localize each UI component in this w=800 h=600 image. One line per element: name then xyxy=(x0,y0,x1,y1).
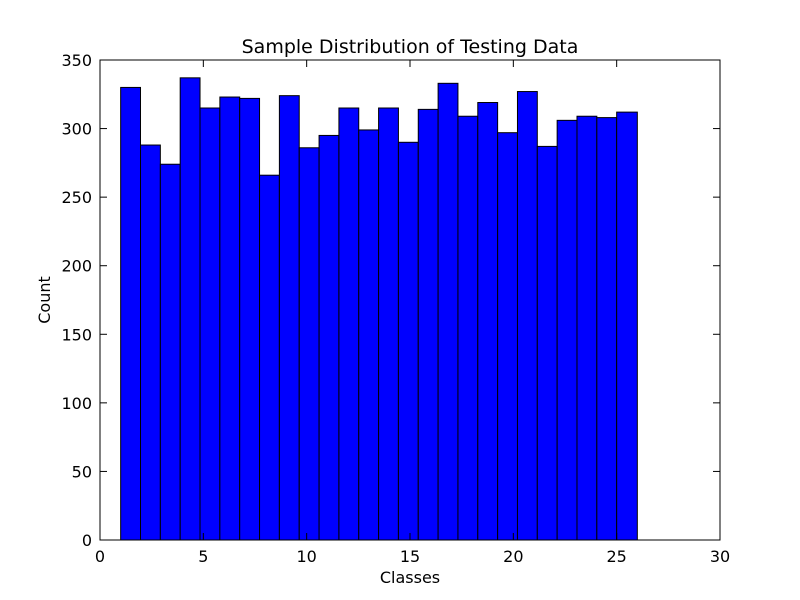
histogram-bar xyxy=(120,86,142,541)
histogram-bar xyxy=(397,141,419,541)
histogram-bar xyxy=(219,96,241,541)
histogram-bar xyxy=(576,115,598,541)
x-tick-label: 0 xyxy=(95,547,105,566)
histogram-bar xyxy=(298,147,320,541)
histogram-bar xyxy=(457,115,479,541)
ticks-layer xyxy=(99,59,721,541)
histogram-bar xyxy=(556,119,578,541)
histogram-bar xyxy=(536,145,558,541)
histogram-bar xyxy=(199,107,221,541)
histogram-bar xyxy=(358,129,380,541)
y-tick-label: 50 xyxy=(72,462,92,481)
histogram-bar xyxy=(318,134,340,541)
chart-title: Sample Distribution of Testing Data xyxy=(242,36,579,58)
y-tick-label: 200 xyxy=(61,257,92,276)
histogram-bar xyxy=(497,132,518,541)
histogram-bar xyxy=(338,107,360,541)
histogram-bar xyxy=(616,111,638,541)
y-tick-label: 300 xyxy=(61,120,92,139)
histogram-bar xyxy=(278,95,300,541)
y-tick-label: 250 xyxy=(61,188,92,207)
x-tick-label: 20 xyxy=(503,547,523,566)
y-tick-label: 150 xyxy=(61,325,92,344)
x-tick-label: 30 xyxy=(710,547,730,566)
histogram-bar xyxy=(516,91,538,541)
histogram-bar xyxy=(477,102,499,541)
y-tick-label: 350 xyxy=(61,51,92,70)
x-axis-title: Classes xyxy=(380,568,440,587)
histogram-bar xyxy=(239,97,261,541)
y-tick-label: 100 xyxy=(61,394,92,413)
bars-layer xyxy=(120,77,638,541)
y-tick-label: 0 xyxy=(82,531,92,550)
x-tick-label: 5 xyxy=(198,547,208,566)
histogram-bar xyxy=(259,174,280,541)
histogram-bar xyxy=(159,163,181,541)
histogram-bar xyxy=(596,117,618,541)
x-tick-label: 10 xyxy=(296,547,316,566)
y-axis-title: Count xyxy=(35,276,54,324)
x-tick-label: 25 xyxy=(606,547,626,566)
histogram-bar xyxy=(140,144,161,541)
histogram-bar xyxy=(417,108,439,541)
x-tick-label: 15 xyxy=(400,547,420,566)
histogram-bar xyxy=(179,77,201,541)
histogram-bar xyxy=(378,107,399,541)
histogram-bar xyxy=(437,82,459,541)
